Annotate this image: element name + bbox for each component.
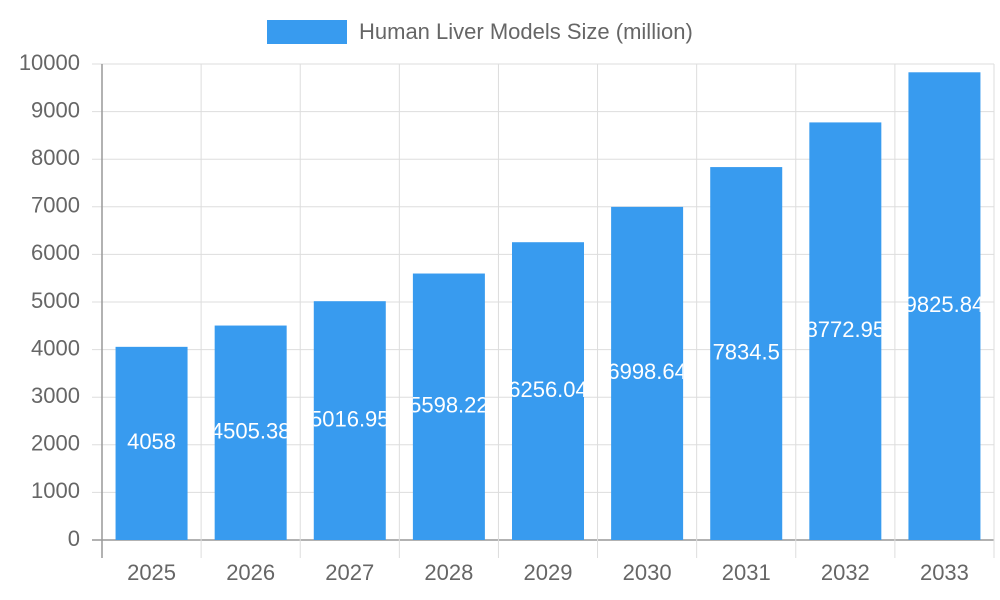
x-tick-label: 2025 [127, 560, 176, 585]
bar [115, 346, 188, 540]
y-tick-label: 1000 [31, 478, 80, 503]
y-tick-label: 8000 [31, 145, 80, 170]
x-tick-label: 2031 [722, 560, 771, 585]
bar [214, 325, 287, 540]
y-tick-label: 7000 [31, 193, 80, 218]
value-label: 5016.95 [310, 406, 390, 431]
x-tick-label: 2028 [424, 560, 473, 585]
legend-swatch [267, 20, 347, 44]
y-tick-label: 5000 [31, 288, 80, 313]
y-tick-label: 9000 [31, 97, 80, 122]
value-label: 9825.84 [905, 292, 985, 317]
y-tick-label: 2000 [31, 431, 80, 456]
value-label: 4505.38 [211, 419, 291, 444]
bar [809, 122, 882, 540]
y-tick-label: 0 [68, 526, 80, 551]
x-tick-label: 2032 [821, 560, 870, 585]
x-tick-label: 2029 [524, 560, 573, 585]
bar [512, 242, 584, 540]
value-label: 5598.22 [409, 393, 489, 418]
y-tick-label: 4000 [31, 335, 80, 360]
legend-label: Human Liver Models Size (million) [359, 19, 693, 44]
x-tick-label: 2026 [226, 560, 275, 585]
bar [412, 273, 485, 540]
value-label: 8772.95 [806, 317, 886, 342]
bar [611, 206, 684, 540]
y-tick-label: 3000 [31, 383, 80, 408]
x-tick-label: 2033 [920, 560, 969, 585]
bar [313, 301, 386, 540]
bar [908, 72, 981, 541]
x-tick-label: 2027 [325, 560, 374, 585]
bar [710, 167, 783, 540]
value-label: 6998.64 [607, 359, 687, 384]
x-tick-label: 2030 [623, 560, 672, 585]
value-label: 7834.5 [713, 339, 780, 364]
value-label: 6256.04 [508, 377, 588, 402]
value-label: 4058 [127, 429, 176, 454]
y-tick-label: 10000 [19, 50, 80, 75]
y-tick-label: 6000 [31, 240, 80, 265]
